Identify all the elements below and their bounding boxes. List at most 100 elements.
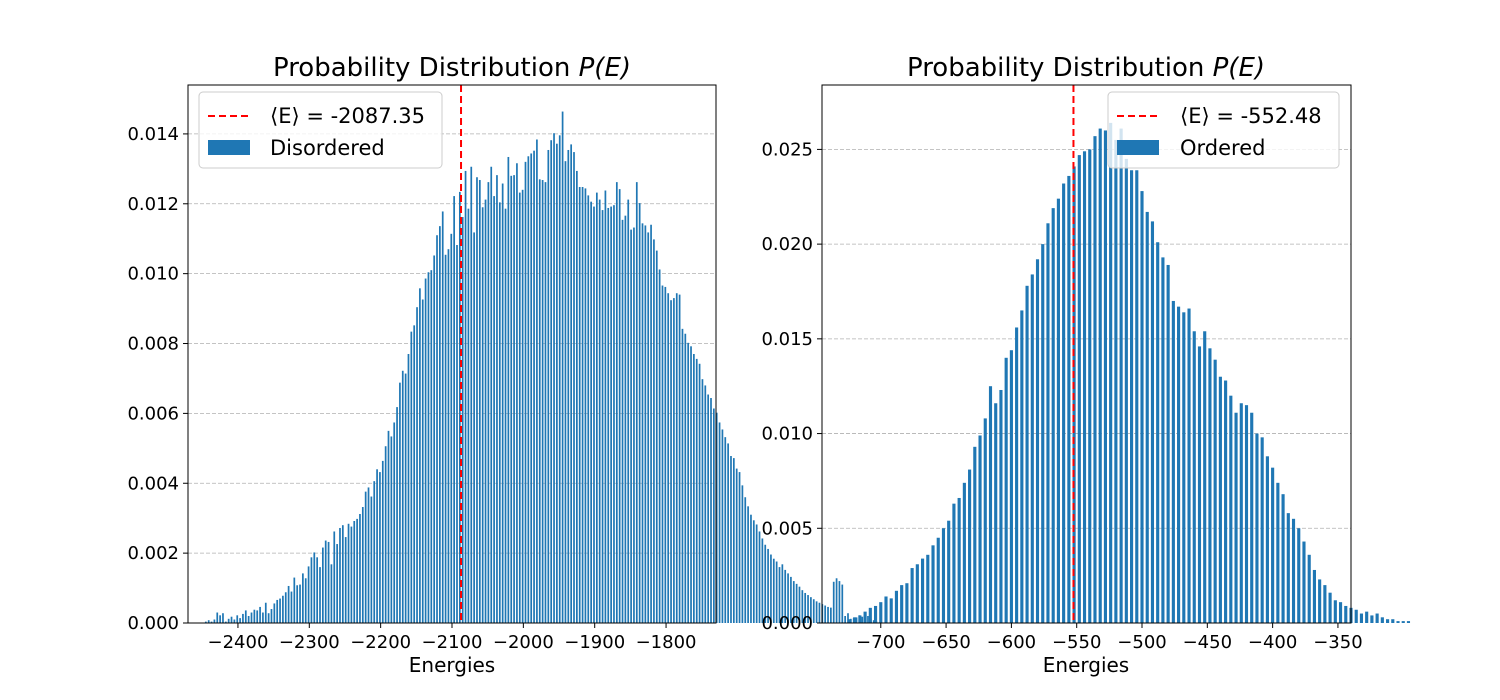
bar bbox=[1082, 151, 1087, 624]
bar bbox=[1265, 456, 1269, 623]
bar bbox=[558, 135, 561, 623]
bar bbox=[1307, 554, 1311, 623]
bar bbox=[313, 552, 316, 623]
bar bbox=[1229, 395, 1233, 623]
bar bbox=[419, 288, 421, 623]
bar bbox=[1401, 621, 1405, 623]
bar bbox=[561, 111, 564, 624]
legend-box bbox=[198, 91, 443, 169]
bar bbox=[704, 385, 707, 623]
bar bbox=[210, 621, 213, 623]
bar bbox=[1338, 602, 1343, 623]
bar bbox=[230, 616, 233, 623]
legend-bar-swatch bbox=[208, 140, 250, 155]
bar bbox=[282, 595, 284, 623]
bar bbox=[936, 537, 940, 623]
bar bbox=[801, 590, 804, 623]
bar bbox=[478, 180, 481, 623]
bar bbox=[798, 586, 801, 623]
bar bbox=[250, 612, 253, 623]
bar bbox=[381, 460, 384, 623]
bar bbox=[650, 224, 652, 624]
bar bbox=[481, 207, 484, 623]
bar bbox=[894, 590, 899, 623]
bar bbox=[347, 523, 350, 623]
bar bbox=[830, 607, 832, 623]
bar bbox=[518, 192, 521, 623]
bar bbox=[364, 491, 367, 623]
bar bbox=[213, 619, 216, 623]
x-tick-label: −2300 bbox=[279, 632, 340, 653]
bar bbox=[493, 196, 495, 623]
x-tick-label: −400 bbox=[1248, 632, 1297, 653]
bar bbox=[1103, 130, 1107, 623]
bar bbox=[384, 446, 387, 623]
bar bbox=[761, 538, 764, 623]
bar bbox=[1276, 482, 1280, 623]
bar bbox=[350, 526, 353, 623]
bar bbox=[344, 537, 347, 623]
bar bbox=[516, 163, 518, 623]
bar bbox=[1135, 170, 1139, 623]
bar bbox=[341, 525, 344, 623]
x-tick-label: −1900 bbox=[564, 632, 625, 653]
bar bbox=[524, 161, 527, 624]
bar bbox=[1375, 613, 1379, 623]
bar bbox=[713, 408, 715, 623]
bar bbox=[284, 592, 287, 623]
bar bbox=[690, 346, 692, 623]
bar bbox=[926, 554, 930, 623]
bar bbox=[867, 616, 869, 623]
bar bbox=[744, 497, 747, 623]
bar bbox=[1067, 175, 1071, 623]
bar bbox=[915, 564, 919, 623]
bar bbox=[399, 382, 401, 623]
x-tick-label: −500 bbox=[1117, 632, 1166, 653]
bar bbox=[1297, 528, 1301, 623]
bar bbox=[795, 583, 798, 623]
bar bbox=[324, 540, 327, 623]
chart-title: Probability Distribution P(E) bbox=[907, 53, 1265, 83]
x-tick-label: −1800 bbox=[636, 632, 697, 653]
bar bbox=[1244, 405, 1249, 623]
bar bbox=[772, 558, 775, 623]
bar bbox=[698, 363, 701, 623]
bar bbox=[764, 544, 767, 623]
bar bbox=[687, 342, 690, 623]
bar bbox=[1386, 619, 1390, 623]
bar bbox=[853, 617, 857, 623]
bar bbox=[576, 170, 578, 623]
bar bbox=[653, 239, 655, 623]
bar bbox=[952, 503, 956, 623]
bar bbox=[727, 443, 729, 623]
bar bbox=[396, 407, 398, 623]
bar bbox=[390, 436, 393, 623]
bar bbox=[302, 573, 304, 623]
bar bbox=[1318, 579, 1322, 623]
bar bbox=[487, 182, 490, 623]
bar bbox=[327, 541, 330, 623]
bar bbox=[1145, 211, 1149, 624]
y-tick-label: 0.015 bbox=[761, 329, 813, 350]
bar bbox=[490, 166, 493, 623]
bar bbox=[701, 379, 704, 623]
bar bbox=[421, 299, 424, 623]
bar bbox=[501, 183, 504, 623]
bar bbox=[627, 199, 630, 623]
bar bbox=[841, 584, 844, 623]
bar bbox=[835, 578, 838, 623]
bar bbox=[790, 576, 792, 623]
bar bbox=[1197, 346, 1202, 623]
bar bbox=[262, 612, 264, 623]
bar bbox=[456, 245, 458, 623]
bar bbox=[1009, 350, 1013, 623]
bar bbox=[1359, 613, 1364, 623]
bar bbox=[1077, 155, 1081, 623]
bar bbox=[1130, 170, 1134, 623]
legend-mean-label: ⟨E⟩ = -2087.35 bbox=[270, 104, 425, 128]
bar bbox=[1271, 467, 1275, 623]
bar bbox=[570, 144, 573, 623]
bar bbox=[1291, 518, 1296, 623]
bar bbox=[1156, 242, 1160, 624]
bar bbox=[573, 152, 575, 623]
